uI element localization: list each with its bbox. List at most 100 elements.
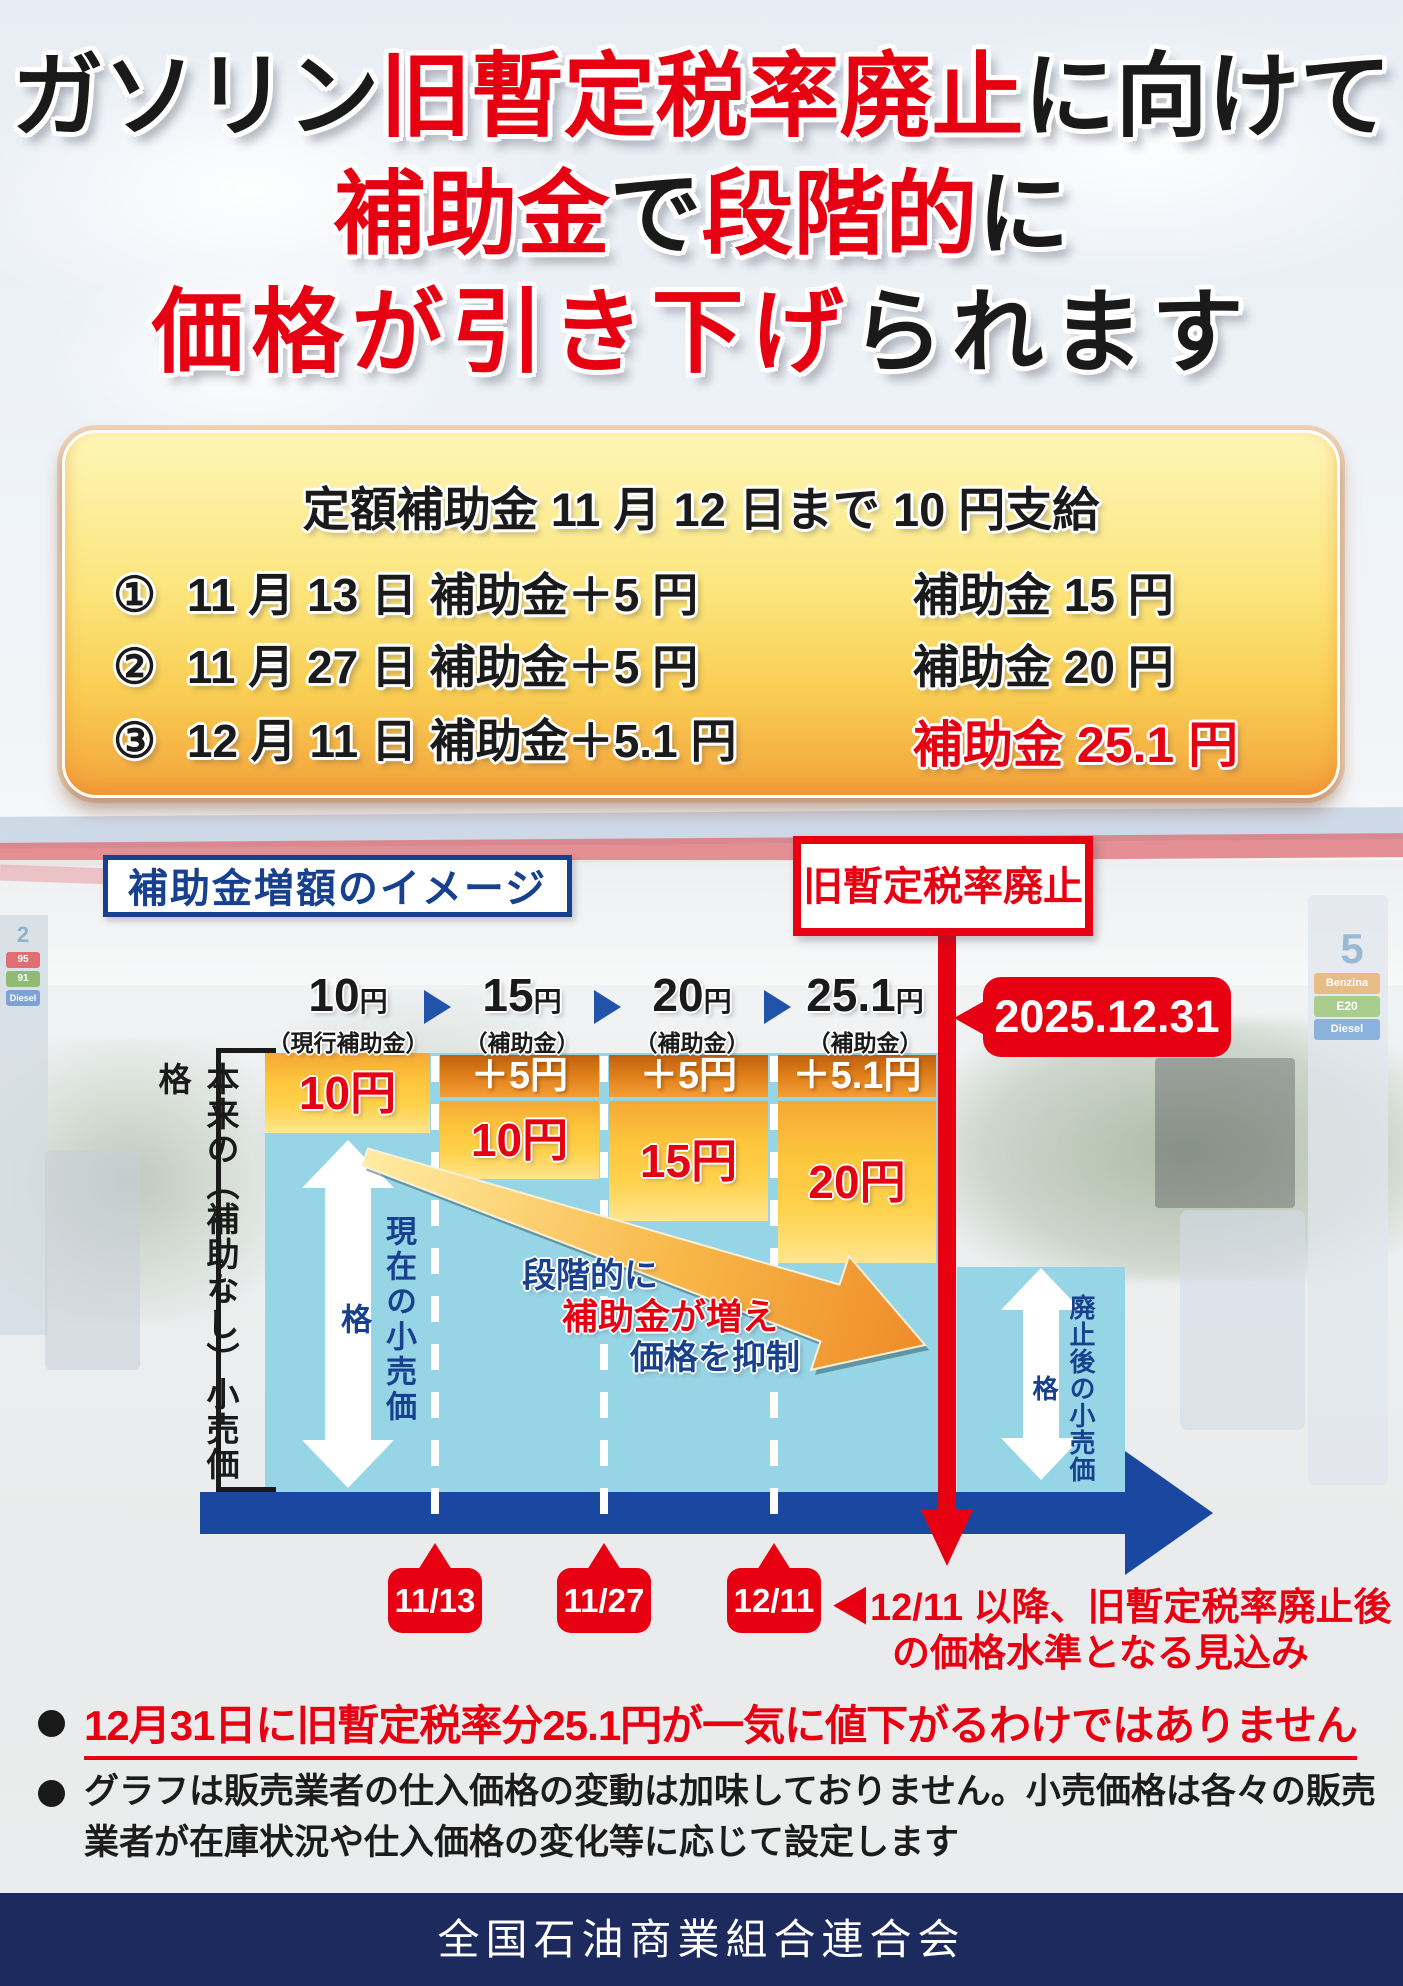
footer-bar: 全国石油商業組合連合会 [0,1893,1403,1986]
note-1: 12月31日に旧暫定税率分25.1円が一気に値下がるわけではありません [84,1692,1358,1760]
price-chip-diesel-left: Diesel [6,990,40,1006]
row-result-highlight: 補助金 25.1 円 [913,717,1239,773]
amount-value: 25.1 [806,969,896,1021]
title-segment: に [977,160,1070,268]
title-segment: 補助金 [333,160,610,268]
row-body: 11 月 27 日 補助金＋5 円 [186,641,699,693]
subsidy-row: ① 11 月 13 日 補助金＋5 円 補助金 15 円 [113,559,1293,625]
date-marker: 12/11 [727,1568,821,1633]
dashed-divider [600,1056,608,1534]
diagram-caption-box: 補助金増額のイメージ [103,855,572,917]
phase-text-3: 価格を抑制 [630,1339,800,1377]
sequence-arrow-icon [594,990,621,1024]
abolition-date-badge: 2025.12.31 [983,977,1231,1057]
sequence-step: 10円 （現行補助金） [248,968,448,1058]
title-line-1: ガソリン旧暫定税率廃止に向けて [0,40,1403,152]
stair-col4-value-box: 20円 [778,1101,936,1263]
row-result: 補助金 15 円 [913,569,1174,621]
title-segment: で [609,160,702,268]
phase-text-1: 段階的に [522,1257,658,1295]
date-marker-pointer-icon [587,1543,621,1570]
current-price-label: 現在の小売価格 [336,1215,416,1425]
sequence-arrow-icon [424,990,451,1024]
amount-unit: 円 [895,986,924,1017]
title-segment: 段階的 [701,160,978,268]
sequence-note: （補助金） [634,1030,750,1056]
title-segment: に向けて [1023,42,1392,150]
row-body: 12 月 11 日 補助金＋5.1 円 [186,715,737,767]
bullet-icon [38,1710,65,1737]
row-number-badge: ② [113,641,157,694]
fuel-chip-diesel-right: Diesel [1314,1019,1380,1040]
date-marker-pointer-icon [418,1543,452,1570]
stair-value: 15円 [639,1135,738,1187]
sequence-step: 15円 （補助金） [422,968,622,1058]
sequence-amount: 25.1円 [765,968,965,1022]
note-2-line2: 業者が在庫状況や仕入価格の変化等に応じて設定します [84,1823,960,1862]
amount-unit: 円 [359,986,388,1017]
amount-value: 20 [652,969,704,1021]
stair-col1-value-box: 10円 [265,1053,430,1133]
left-axis-bracket [216,1048,276,1492]
subsidy-row: ③ 12 月 11 日 補助金＋5.1 円 補助金 25.1 円 [113,705,1293,773]
sequence-amount: 15円 [422,968,622,1022]
bullet-icon [38,1780,65,1807]
abolition-date-tail-icon [954,999,988,1037]
cloud-shape [820,10,1403,290]
current-price-arrow-shaft [325,1186,371,1440]
subsidy-box-header: 定額補助金 11 月 12 日まで 10 円支給 [302,483,1100,536]
dark-sign-photo [1155,1058,1295,1208]
phase-text-2: 補助金が増え [561,1296,778,1337]
row-number-badge: ③ [113,715,157,768]
subsidy-box: 定額補助金 11 月 12 日まで 10 円支給 ① 11 月 13 日 補助金… [62,430,1340,798]
price-chip-95: 95 [6,952,40,968]
row-number-badge: ① [113,569,157,622]
stair-value: 10円 [298,1067,397,1119]
stair-add: ＋5.1円 [792,1055,922,1097]
note-1-text: 12月31日に旧暫定税率分25.1円が一気に値下がるわけではありません [84,1692,1358,1760]
abolition-label-box: 旧暫定税率廃止 [793,836,1093,936]
title-segment: られます [851,278,1252,386]
sequence-note: （補助金） [807,1030,923,1056]
fuel-pump-photo-left [45,1150,140,1370]
stair-col2-value-box: 10円 [440,1101,599,1179]
post-price-label: 廃止後の小売価格 [1029,1293,1096,1483]
sequence-step: 25.1円 （補助金） [765,968,965,1058]
sequence-arrow-icon [764,990,791,1024]
dashed-divider [431,1056,439,1534]
timeline-note-line1: ◀12/11 以降、旧暫定税率廃止後 [832,1587,1392,1629]
current-price-arrow-down-icon [302,1440,394,1488]
abolition-timeline-line [938,932,956,1512]
amount-unit: 円 [703,986,732,1017]
timeline-arrowhead-icon [1125,1451,1213,1575]
sequence-amount: 10円 [248,968,448,1022]
stair-value: 10円 [470,1114,569,1166]
stair-add: ＋5円 [470,1055,569,1097]
title-segment: 価格が引き下げ [151,278,852,386]
pump-number-right: 5 [1340,925,1364,972]
amount-value: 10 [308,969,360,1021]
stair-value: 20円 [808,1156,906,1208]
date-marker: 11/27 [557,1568,651,1633]
subsidy-row: ② 11 月 27 日 補助金＋5 円 補助金 20 円 [113,631,1293,697]
stair-add: ＋5円 [639,1055,738,1097]
date-marker-pointer-icon [757,1543,791,1570]
row-body: 11 月 13 日 補助金＋5 円 [186,569,699,621]
post-price-arrow-down-icon [1001,1438,1081,1480]
title-line-2: 補助金で段階的に [0,158,1403,270]
left-axis-label: 本来の（補助なし）小売価格 [154,1062,239,1482]
footer-organization: 全国石油商業組合連合会 [437,1916,966,1963]
stair-col3-value-box: 15円 [609,1101,768,1221]
amount-value: 15 [482,969,534,1021]
sequence-amount: 20円 [592,968,792,1022]
phased-subsidy-arrow [360,1147,930,1375]
sequence-step: 20円 （補助金） [592,968,792,1058]
timeline-arrow-band [200,1492,1125,1534]
pump-number-left: 2 [16,922,30,947]
title-line-3: 価格が引き下げられます [0,276,1403,388]
sequence-note: （現行補助金） [267,1030,429,1056]
stair-col2-add-box: ＋5円 [440,1055,599,1097]
fuel-chip-benzina: Benzina [1314,973,1380,994]
post-price-arrow-shaft [1023,1308,1059,1440]
